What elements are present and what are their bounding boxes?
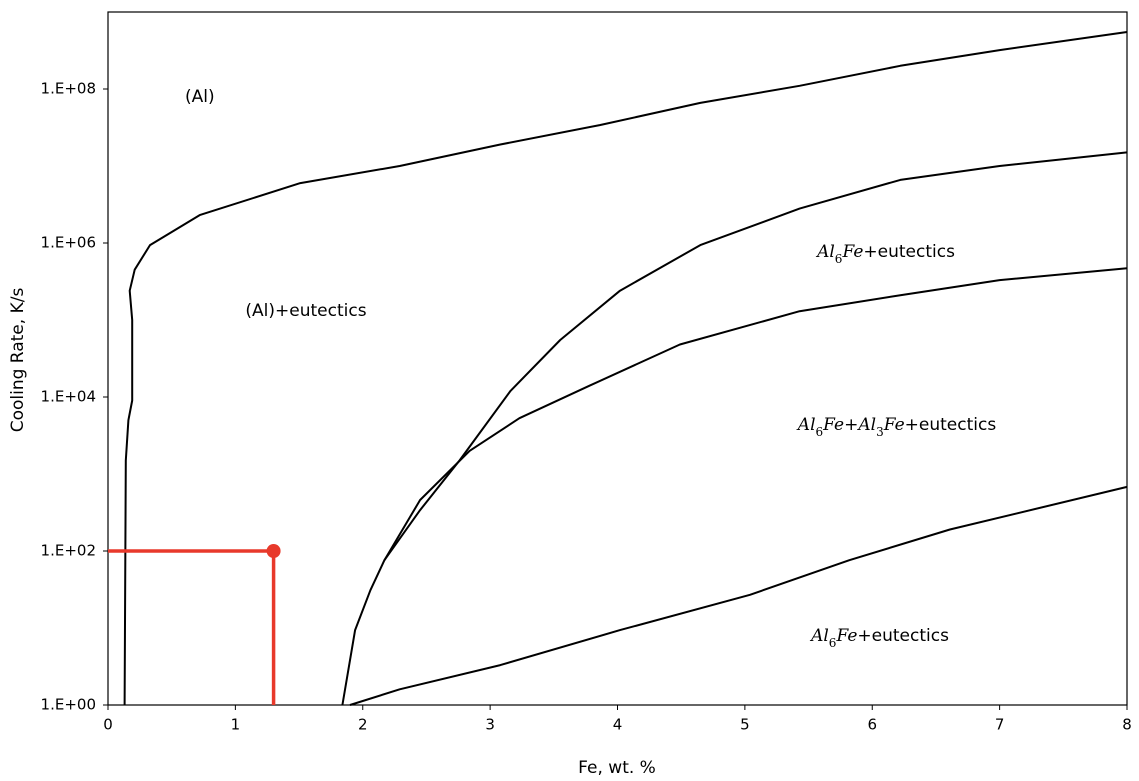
x-tick-label: 5 — [740, 716, 750, 734]
x-tick-label: 6 — [867, 716, 877, 734]
boundary-line — [123, 31, 1128, 706]
y-tick-label: 1.E+00 — [41, 696, 96, 714]
boundary-line — [349, 485, 1128, 706]
plot-frame — [107, 11, 1128, 706]
x-axis-title: Fe, wt. % — [578, 758, 656, 778]
y-tick-label: 1.E+04 — [41, 388, 96, 406]
x-tick-label: 4 — [613, 716, 623, 734]
x-tick-label: 7 — [995, 716, 1005, 734]
x-tick-label: 3 — [485, 716, 495, 734]
y-axis-title: Cooling Rate, K/s — [8, 288, 28, 433]
marker-point — [266, 544, 281, 558]
y-tick-label: 1.E+08 — [41, 80, 96, 98]
x-tick-label: 0 — [103, 716, 113, 734]
region-label: (Al) — [185, 87, 215, 107]
region-label: (Al)+eutectics — [245, 301, 366, 321]
y-tick-label: 1.E+06 — [41, 234, 96, 252]
region-label: Al6Fe+Al3Fe+eutectics — [796, 415, 997, 439]
region-label: Al6Fe+eutectics — [815, 242, 955, 266]
x-tick-label: 1 — [231, 716, 241, 734]
boundary-line — [341, 151, 1128, 706]
x-tick-label: 8 — [1122, 716, 1132, 734]
y-tick-label: 1.E+02 — [41, 542, 96, 560]
region-label: Al6Fe+eutectics — [809, 626, 949, 650]
x-tick-label: 2 — [358, 716, 368, 734]
boundary-line — [383, 267, 1128, 561]
